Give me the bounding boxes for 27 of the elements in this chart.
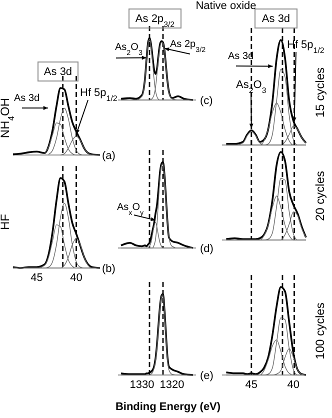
annotation: As 3d (14, 93, 40, 104)
x-tick-label: 45 (245, 379, 258, 391)
annotation: As$_{2}$O$_{3}$ (115, 42, 142, 56)
x-axis-title: Binding Energy (eV) (115, 401, 221, 413)
y-axis-title: HF (0, 214, 12, 230)
text: (d) (200, 243, 214, 255)
annotation: Hf 5p$_{1/2}$ (287, 39, 324, 54)
y2-axis-title: 15 cycles (313, 67, 327, 118)
chart-subtitle: Native oxide (196, 0, 256, 12)
x-tick-label: 1320 (160, 379, 184, 391)
annotation: As 3d (228, 51, 254, 62)
x-tick-label: 45 (30, 272, 43, 284)
annotation: As 2p$_{3/2}$ (170, 39, 206, 54)
chart-title: As 3d (44, 66, 72, 78)
y2-axis-title: 20 cycles (313, 170, 327, 222)
x-tick-label: 40 (70, 272, 82, 284)
annotation: Hf 5p$_{1/2}$ (80, 87, 118, 102)
chart-title: As 2p$_{3/2}$ (135, 13, 175, 28)
text: (b) (102, 263, 116, 275)
text: (e) (200, 370, 214, 382)
x-tick-label: 40 (287, 379, 300, 391)
annotation: As$_{x}$O$_{y}$ (117, 202, 144, 216)
text: (c) (200, 95, 213, 107)
chart-title: As 3d (262, 13, 290, 25)
text: (a) (102, 150, 116, 162)
y2-axis-title: 100 cycles (313, 302, 327, 360)
x-tick-label: 1330 (130, 379, 154, 391)
